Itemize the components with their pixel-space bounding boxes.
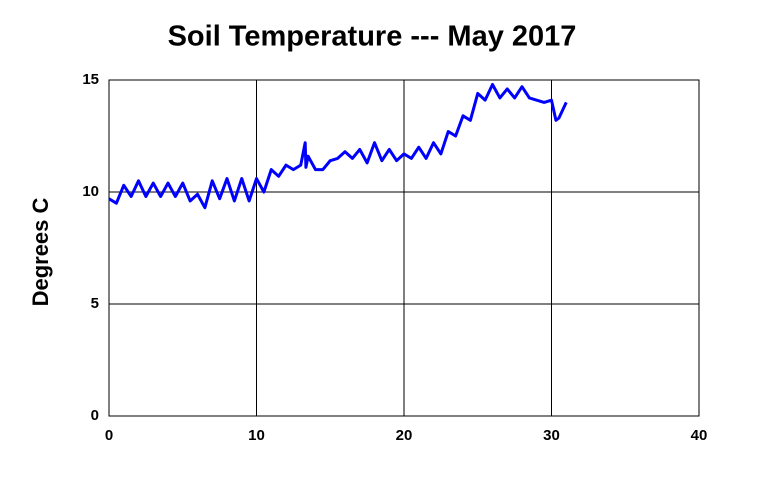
y-tick-label: 5: [91, 295, 99, 312]
x-tick-label: 10: [248, 427, 265, 444]
y-tick-label: 10: [82, 183, 99, 200]
x-tick-label: 0: [105, 427, 113, 444]
y-tick-label: 0: [91, 407, 99, 424]
y-tick-label: 15: [82, 71, 99, 88]
x-tick-label: 40: [691, 427, 708, 444]
chart-title: Soil Temperature --- May 2017: [168, 21, 577, 53]
data-line: [108, 82, 568, 210]
y-axis-label: Degrees C: [28, 197, 53, 306]
x-tick-label: 30: [543, 427, 560, 444]
x-tick-label: 20: [396, 427, 413, 444]
